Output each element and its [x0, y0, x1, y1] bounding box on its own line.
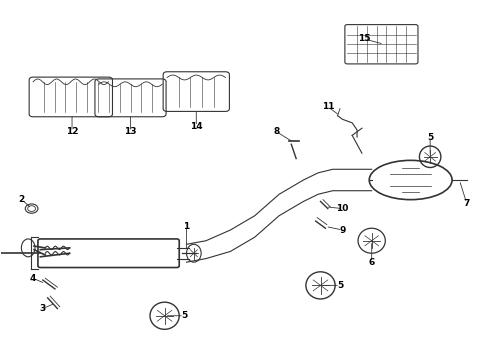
- Text: 12: 12: [66, 127, 78, 136]
- Text: 6: 6: [368, 258, 375, 267]
- Text: 5: 5: [427, 132, 433, 141]
- Text: 7: 7: [464, 199, 470, 208]
- Text: 8: 8: [273, 127, 280, 136]
- Text: 14: 14: [190, 122, 202, 131]
- Text: 2: 2: [19, 195, 25, 204]
- Text: 13: 13: [124, 127, 137, 136]
- Text: 15: 15: [358, 35, 370, 44]
- Text: 1: 1: [183, 222, 190, 231]
- Text: 9: 9: [339, 225, 345, 234]
- Text: 5: 5: [337, 281, 343, 290]
- Text: 5: 5: [181, 311, 187, 320]
- Text: 4: 4: [30, 274, 36, 283]
- Text: 11: 11: [321, 102, 334, 111]
- Text: 10: 10: [336, 204, 348, 213]
- Text: 3: 3: [40, 304, 46, 313]
